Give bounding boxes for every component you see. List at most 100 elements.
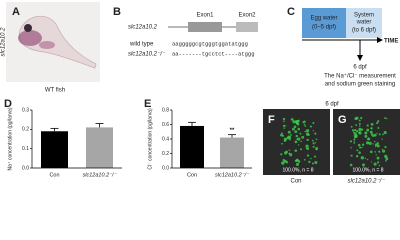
stain-dot <box>369 150 373 154</box>
stain-dot <box>294 130 298 134</box>
sequence: aagggggcgtgggtggatatggg <box>172 40 248 47</box>
x-tick-label: Con <box>187 172 197 178</box>
stain-dot <box>310 157 312 160</box>
stain-dot <box>294 159 298 163</box>
stain-dot <box>372 143 374 145</box>
stain-dot <box>378 164 381 167</box>
stain-dot <box>283 120 285 123</box>
stain-dot <box>350 147 352 149</box>
stain-dot <box>303 123 306 126</box>
stain-dot <box>382 149 386 153</box>
stain-dot <box>368 141 372 145</box>
stain-dot <box>288 152 291 155</box>
y-tick-label: 0.0 <box>22 165 29 171</box>
stain-dot <box>302 121 305 124</box>
x-tick-label: slc12a10.2⁻/⁻ <box>215 172 250 178</box>
stain-dot <box>309 125 312 128</box>
stain-dot <box>315 138 318 141</box>
stain-dot <box>374 151 376 153</box>
stain-dot <box>350 125 353 128</box>
stain-dot <box>295 119 299 124</box>
gene-label: slc12a10.2 <box>1 27 7 57</box>
stain-dot <box>311 162 314 165</box>
stain-dot <box>312 145 315 148</box>
stain-dot <box>358 151 361 154</box>
panel-letter: G <box>338 114 347 126</box>
stain-dot <box>374 143 378 147</box>
stain-dot <box>385 160 387 162</box>
stain-dot <box>358 131 362 135</box>
stain-dot <box>353 138 356 141</box>
exon <box>188 22 222 32</box>
panel-letter: C <box>287 6 295 18</box>
stain-dot <box>375 145 377 148</box>
panel-letter: F <box>268 114 275 126</box>
stain-dot <box>374 140 376 143</box>
x-tick-label: slc12a10.2⁻/⁻ <box>83 172 118 178</box>
panel-letter: D <box>4 98 12 110</box>
stain-dot <box>361 143 365 146</box>
box <box>346 8 382 38</box>
y-axis-label: Na⁺ concentration (pg/larva) <box>7 107 13 170</box>
stain-dot <box>384 145 386 148</box>
stain-dot <box>353 141 355 143</box>
stain-dot <box>364 134 368 138</box>
row-label: slc12a10.2⁻/⁻ <box>128 52 166 58</box>
stain-dot <box>370 161 373 163</box>
stain-dot <box>308 160 311 164</box>
stain-dot <box>377 120 380 123</box>
stain-dot <box>288 136 290 138</box>
stain-dot <box>312 142 315 145</box>
note: and sodium green staining <box>325 82 395 88</box>
stain-dot <box>364 157 366 160</box>
exon-label: Exon2 <box>238 13 256 19</box>
stain-dot <box>354 117 358 121</box>
y-tick-label: 0.6 <box>162 122 169 128</box>
stain-dot <box>299 148 303 151</box>
panel-letter: B <box>113 6 121 18</box>
stain-dot <box>356 149 359 152</box>
stain-dot <box>361 146 363 149</box>
stain-dot <box>284 151 288 155</box>
stain-dot <box>355 154 359 158</box>
stain-dot <box>381 148 383 151</box>
stain-dot <box>386 118 388 120</box>
stain-dot <box>370 122 374 126</box>
bar <box>41 131 68 168</box>
stain-dot <box>282 124 286 127</box>
stain-dot <box>305 129 310 133</box>
figure: A slc12a10.2 WT fish B slc12a10.2 Exon1 … <box>1 2 400 185</box>
stain-dot <box>285 125 287 127</box>
stain-dot <box>373 162 377 166</box>
stain-dot <box>283 161 285 164</box>
stain-dot <box>285 160 289 164</box>
stain-dot <box>297 144 300 146</box>
stain-dot <box>300 140 302 143</box>
stain-dot <box>373 133 377 137</box>
stain-dot <box>294 140 298 144</box>
y-tick-label: 0.2 <box>22 127 29 133</box>
stain-dot <box>365 141 370 145</box>
stain-dot <box>305 147 308 150</box>
stain-dot <box>294 149 298 152</box>
box-text: System <box>354 13 374 19</box>
stain-dot <box>312 121 315 125</box>
stain-dot <box>305 144 309 148</box>
stain-dot <box>355 130 359 133</box>
stain-dot <box>377 161 380 164</box>
stain-dot <box>296 138 299 140</box>
stain-dot <box>288 149 291 152</box>
stain-dot <box>369 130 373 134</box>
stain-dot <box>357 143 361 147</box>
stain-dot <box>360 116 363 120</box>
box <box>302 8 346 38</box>
stain-dot <box>360 128 364 131</box>
box-text: (0–5 dpf) <box>312 25 336 31</box>
axis-label: TIME <box>384 39 398 45</box>
stain-dot <box>382 133 384 136</box>
stain-dot <box>383 131 387 135</box>
stain-dot <box>315 148 318 151</box>
stain-dot <box>354 132 357 135</box>
stain-dot <box>289 133 292 136</box>
stain-dot <box>299 132 301 134</box>
